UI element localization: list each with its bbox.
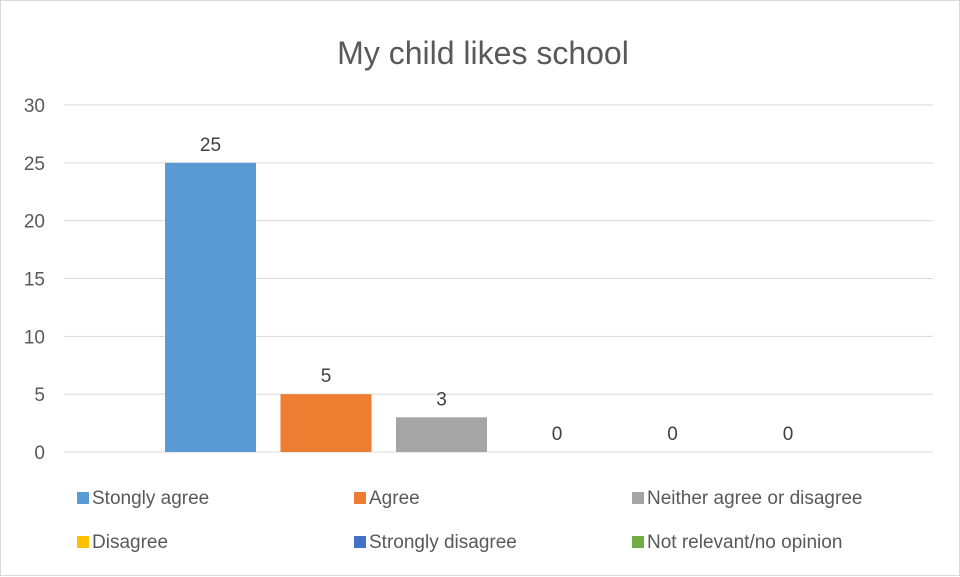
legend-item: Agree <box>354 488 420 509</box>
legend-item: Not relevant/no opinion <box>632 532 842 553</box>
y-tick-label: 25 <box>24 154 45 175</box>
legend-swatch <box>354 492 366 504</box>
chart-title: My child likes school <box>337 35 629 71</box>
legend-label: Strongly disagree <box>369 532 517 553</box>
bar-1 <box>165 162 256 453</box>
legend-swatch <box>632 536 644 548</box>
legend-item: Strongly disagree <box>354 532 517 553</box>
legend-swatch <box>77 536 89 548</box>
legend-label: Agree <box>369 488 420 509</box>
data-label: 0 <box>783 424 794 445</box>
legend-label: Disagree <box>92 532 168 553</box>
legend-swatch <box>632 492 644 504</box>
legend-label: Stongly agree <box>92 488 209 509</box>
legend: Stongly agree Agree Neither agree or disag… <box>77 488 862 553</box>
data-label: 25 <box>200 135 221 156</box>
y-axis-ticks: 0 5 10 15 20 25 30 <box>24 96 45 464</box>
data-label: 5 <box>321 366 332 387</box>
legend-item: Neither agree or disagree <box>632 488 862 509</box>
legend-swatch <box>354 536 366 548</box>
data-label: 0 <box>667 424 678 445</box>
data-label: 0 <box>552 424 563 445</box>
bars <box>165 162 487 453</box>
y-tick-label: 30 <box>24 96 45 117</box>
legend-item: Disagree <box>77 532 168 553</box>
legend-label: Not relevant/no opinion <box>647 532 842 553</box>
legend-swatch <box>77 492 89 504</box>
data-label: 3 <box>436 389 447 410</box>
data-labels: 25 5 3 0 0 0 <box>200 135 793 445</box>
legend-label: Neither agree or disagree <box>647 488 862 509</box>
y-tick-label: 10 <box>24 327 45 348</box>
y-tick-label: 20 <box>24 212 45 233</box>
y-tick-label: 15 <box>24 270 45 291</box>
y-tick-label: 5 <box>34 385 45 406</box>
legend-item: Stongly agree <box>77 488 209 509</box>
bar-2 <box>280 394 372 452</box>
bar-3 <box>396 417 487 452</box>
y-tick-label: 0 <box>34 443 45 464</box>
